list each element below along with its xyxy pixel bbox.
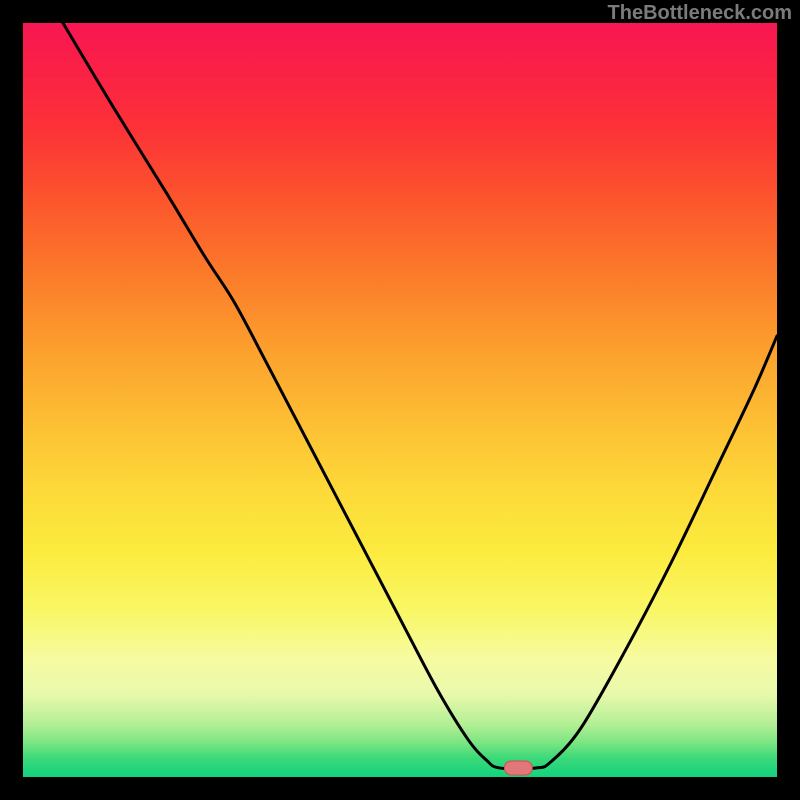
bottleneck-curve bbox=[63, 23, 777, 769]
plot-layer bbox=[23, 23, 777, 777]
current-point-marker bbox=[504, 761, 532, 775]
bottleneck-chart bbox=[23, 23, 777, 777]
image-root: TheBottleneck.com bbox=[0, 0, 800, 800]
attribution-text: TheBottleneck.com bbox=[608, 2, 792, 25]
